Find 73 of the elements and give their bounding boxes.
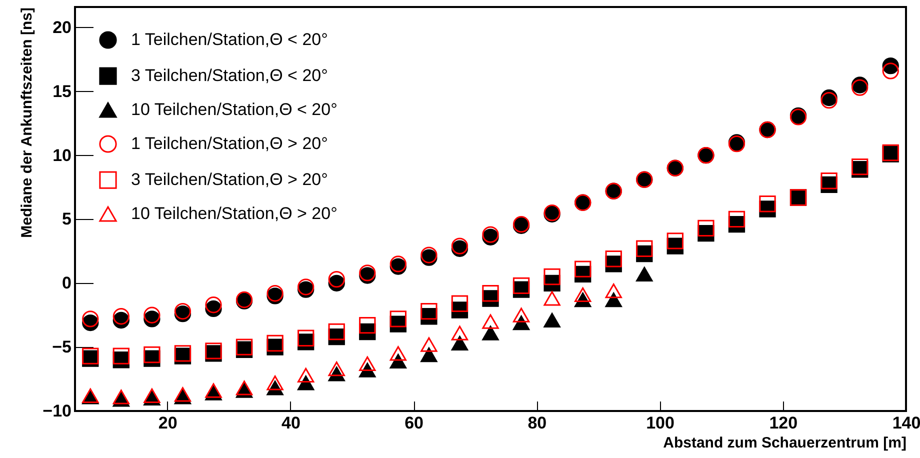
- point: [359, 356, 376, 372]
- y-axis-title: Mediane der Ankunftszeiten [ns]: [18, 8, 36, 238]
- point: [298, 368, 314, 383]
- point: [852, 158, 868, 176]
- point: [298, 330, 314, 346]
- point: [820, 92, 838, 109]
- x-tick-label: 60: [404, 414, 424, 432]
- point: [205, 296, 222, 314]
- y-tick-label: 10: [52, 146, 72, 165]
- point: [882, 62, 899, 80]
- point: [266, 334, 284, 352]
- point: [266, 376, 284, 390]
- point: [544, 268, 560, 286]
- point: [666, 232, 684, 250]
- x-tick-label: 120: [769, 414, 798, 432]
- point: [820, 172, 838, 190]
- y-tick-label: 5: [62, 210, 72, 229]
- y-tick-label: −10: [42, 402, 72, 420]
- point: [728, 210, 746, 228]
- point: [144, 306, 160, 324]
- point: [698, 220, 714, 237]
- point: [451, 295, 468, 312]
- legend-label: 3 Teilchen/Station,Θ < 20°: [131, 66, 328, 85]
- point: [512, 315, 530, 330]
- legend-label: 3 Teilchen/Station,Θ > 20°: [131, 170, 328, 189]
- point: [759, 196, 776, 212]
- point: [512, 308, 530, 322]
- x-axis-title: Abstand zum Schauerzentrum [m]: [663, 434, 906, 452]
- x-tick-label: 80: [528, 414, 547, 432]
- point: [144, 346, 160, 364]
- point: [174, 302, 192, 320]
- point: [512, 277, 530, 294]
- point: [328, 271, 345, 288]
- point: [544, 291, 560, 306]
- point: [544, 312, 560, 328]
- legend-label: 10 Teilchen/Station,Θ < 20°: [131, 100, 338, 119]
- point: [328, 323, 345, 340]
- point: [605, 284, 622, 298]
- point: [328, 361, 345, 376]
- legend-label: 1 Teilchen/Station,Θ > 20°: [131, 134, 328, 153]
- point: [574, 287, 592, 302]
- point: [636, 240, 653, 257]
- point: [605, 292, 622, 308]
- point: [298, 376, 314, 390]
- y-tick-label: 0: [62, 274, 72, 293]
- legend-label: 10 Teilchen/Station,Θ > 20°: [131, 204, 338, 223]
- point: [144, 388, 160, 403]
- point: [605, 250, 622, 268]
- point: [482, 326, 499, 340]
- point: [636, 266, 653, 282]
- y-tick-label: 20: [52, 18, 72, 37]
- point: [390, 354, 406, 368]
- point: [451, 336, 468, 351]
- point: [359, 317, 376, 334]
- y-tick-label: −5: [52, 338, 72, 357]
- point: [390, 310, 406, 328]
- point: [482, 285, 499, 302]
- point: [390, 346, 406, 361]
- point: [420, 337, 438, 352]
- x-tick-label: 140: [892, 414, 920, 432]
- x-tick-label: 40: [281, 414, 300, 432]
- y-tick-label: 15: [52, 82, 72, 101]
- point: [574, 260, 592, 278]
- point: [482, 314, 499, 329]
- legend-label: 1 Teilchen/Station,Θ < 20°: [131, 30, 328, 49]
- point: [82, 310, 99, 328]
- point: [112, 308, 130, 325]
- point: [112, 348, 130, 364]
- point: [420, 302, 438, 320]
- point: [420, 347, 438, 362]
- point: [451, 326, 468, 340]
- x-tick-label: 100: [646, 414, 674, 432]
- x-tick-label: 20: [158, 414, 178, 432]
